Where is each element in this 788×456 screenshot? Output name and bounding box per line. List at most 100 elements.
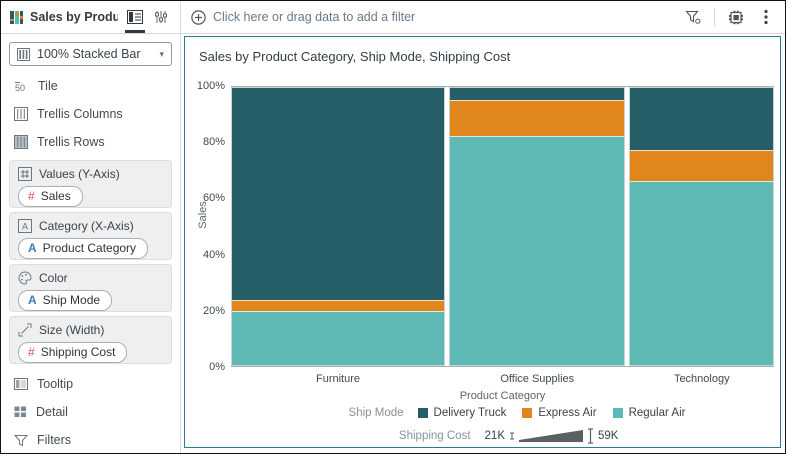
- workbook-title: Sales by Product Ca...: [30, 10, 118, 24]
- data-pill-ship-mode[interactable]: A Ship Mode: [18, 290, 113, 311]
- measure-box-icon: [18, 167, 32, 181]
- bar-segment-delivery-truck[interactable]: [449, 88, 625, 101]
- legend-item-regular-air[interactable]: Regular Air: [612, 407, 686, 419]
- plot-area: [231, 86, 774, 367]
- sliders-icon: [154, 10, 168, 24]
- sidebar-item-tooltip[interactable]: Tooltip: [1, 370, 180, 398]
- y-tick-label: 100%: [196, 80, 225, 92]
- data-pill-product-category[interactable]: A Product Category: [18, 238, 149, 259]
- bars-container: [231, 87, 774, 366]
- drop-zone-label: Color: [39, 271, 68, 285]
- resize-diagonal-icon: [18, 323, 32, 337]
- bar-segment-regular-air[interactable]: [232, 310, 444, 365]
- sidebar-item-label: Tile: [38, 79, 58, 93]
- sidebar-item-label: Tooltip: [37, 377, 74, 391]
- attribute-a-icon: A: [28, 241, 37, 255]
- x-axis-title: Product Category: [459, 390, 546, 402]
- canvas-layout-button[interactable]: [723, 1, 749, 33]
- color-legend: Ship Mode Delivery Truck Express Air Regul…: [231, 407, 774, 419]
- drop-zone-size[interactable]: Size (Width) # Shipping Cost: [9, 316, 172, 364]
- trellis-rows-icon: [14, 135, 28, 149]
- filter-bar-hint: Click here or drag data to add a filter: [213, 10, 416, 24]
- x-tick-label: Technology: [673, 373, 730, 385]
- drop-zone-values[interactable]: Values (Y-Axis) # Sales: [9, 160, 172, 208]
- grammar-panel-toggle-button[interactable]: [122, 1, 148, 33]
- sidebar-item-detail[interactable]: Detail: [1, 398, 180, 426]
- stacked-bar-technology: [629, 87, 774, 366]
- tooltip-icon: [14, 378, 28, 390]
- sidebar-item-trellis-rows[interactable]: Trellis Rows: [1, 128, 180, 156]
- canvas-area: Sales by Product Category, Ship Mode, Sh…: [181, 34, 785, 453]
- grid-layout-icon: [728, 10, 744, 25]
- attribute-a-icon: A: [28, 293, 37, 307]
- bar-segment-delivery-truck[interactable]: [232, 88, 444, 300]
- bar-segment-express-air[interactable]: [630, 150, 773, 181]
- filters-icon: [14, 434, 28, 447]
- size-min-value: 21K: [484, 430, 505, 442]
- detail-icon: [14, 406, 27, 418]
- chevron-down-icon: ▾: [159, 48, 164, 59]
- visualization-canvas[interactable]: Sales by Product Category, Ship Mode, Sh…: [184, 36, 781, 448]
- top-toolbar: Sales by Product Ca...: [1, 1, 785, 34]
- drop-zone-category[interactable]: A Category (X-Axis) A Product Category: [9, 212, 172, 260]
- toolbar-divider: [714, 8, 715, 26]
- x-tick-label: Furniture: [315, 373, 361, 385]
- size-legend-title: Shipping Cost: [398, 430, 471, 442]
- legend-swatch: [522, 408, 533, 418]
- size-max-value: 59K: [598, 430, 619, 442]
- size-wedge-icon: [519, 429, 583, 443]
- bar-segment-express-air[interactable]: [232, 299, 444, 311]
- sidebar-item-trellis-columns[interactable]: Trellis Columns: [1, 100, 180, 128]
- properties-panel-toggle-button[interactable]: [148, 1, 174, 33]
- data-pill-sales[interactable]: # Sales: [18, 186, 83, 207]
- drop-zone-color[interactable]: Color A Ship Mode: [9, 264, 172, 312]
- bar-segment-regular-air[interactable]: [630, 180, 773, 365]
- trellis-columns-icon: [14, 107, 28, 121]
- grammar-panel-icon: [127, 10, 143, 24]
- legend-item-express-air[interactable]: Express Air: [522, 407, 597, 419]
- legend-item-label: Regular Air: [628, 407, 686, 419]
- size-min-marker-icon: [509, 432, 515, 440]
- sidebar-item-tile[interactable]: 50 Tile: [1, 72, 180, 100]
- drop-target-rows-top: 50 Tile Trellis Columns Trellis Rows: [1, 72, 180, 156]
- chart-title: Sales by Product Category, Ship Mode, Sh…: [199, 49, 511, 64]
- sidebar-item-filters[interactable]: Filters: [1, 426, 180, 453]
- viz-type-thumbnail-icon: [9, 10, 24, 25]
- x-tick-label: Office Supplies: [500, 373, 575, 385]
- sidebar-item-label: Trellis Columns: [37, 107, 123, 121]
- bar-segment-express-air[interactable]: [449, 100, 625, 137]
- limit-values-button[interactable]: [680, 1, 706, 33]
- bar-segment-delivery-truck[interactable]: [630, 88, 773, 151]
- add-filter-plus-icon: [191, 9, 206, 25]
- drop-target-rows-bottom: TooltipDetailFiltersRelated Columns: [1, 370, 180, 453]
- x-axis-tick-labels: Furniture Office Supplies Technology: [231, 373, 774, 385]
- drop-zone-label: Values (Y-Axis): [39, 167, 120, 181]
- sidebar-item-label: Trellis Rows: [37, 135, 105, 149]
- svg-text:A: A: [22, 222, 28, 232]
- data-pill-shipping-cost[interactable]: # Shipping Cost: [18, 342, 128, 363]
- y-tick-label: 40%: [202, 248, 225, 261]
- svg-text:50: 50: [15, 83, 25, 93]
- y-axis-ticks: 0% 20% 40% 60% 80% 100%: [185, 80, 225, 373]
- legend-item-label: Express Air: [538, 407, 597, 419]
- y-tick-label: 60%: [202, 192, 225, 205]
- more-options-menu-button[interactable]: [753, 1, 779, 33]
- legend-swatch: [612, 408, 623, 418]
- legend-item-delivery-truck[interactable]: Delivery Truck: [417, 407, 507, 419]
- filter-funnel-badge-icon: [684, 10, 702, 25]
- y-tick-label: 20%: [202, 304, 225, 317]
- kebab-menu-icon: [764, 9, 768, 25]
- size-legend-scale: 21K: [484, 428, 619, 444]
- legend-item-label: Delivery Truck: [433, 407, 507, 419]
- sidebar-item-label: Filters: [37, 433, 72, 447]
- data-pill-label: Ship Mode: [42, 293, 101, 307]
- measure-hash-icon: #: [28, 189, 35, 203]
- color-palette-icon: [18, 271, 32, 285]
- bar-segment-regular-air[interactable]: [449, 136, 625, 365]
- color-legend-items: Delivery Truck Express Air Regular Air: [417, 407, 686, 419]
- sidebar-item-label: Detail: [36, 405, 68, 419]
- filter-bar[interactable]: Click here or drag data to add a filter: [181, 1, 680, 33]
- tile-icon: 50: [14, 79, 29, 93]
- viz-type-selector[interactable]: 100% Stacked Bar ▾: [9, 42, 172, 66]
